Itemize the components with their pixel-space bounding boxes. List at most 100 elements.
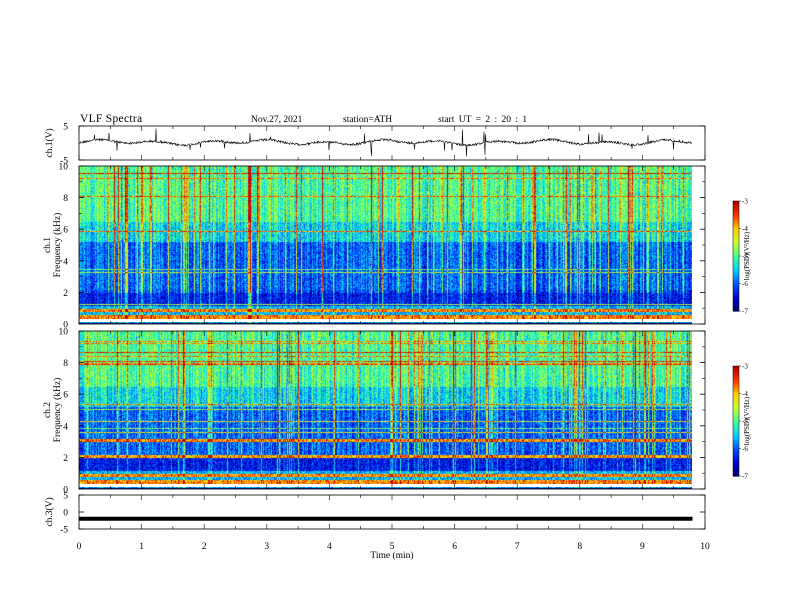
x-tick-label: 6	[452, 542, 457, 552]
colorbar-swatch	[733, 281, 739, 285]
colorbar-swatch	[733, 254, 739, 257]
colorbar-swatch	[733, 369, 739, 373]
colorbar-swatch	[733, 208, 739, 211]
colorbar-swatch	[733, 290, 739, 294]
colorbar-swatch	[733, 300, 739, 303]
y-tick-label: 6	[63, 226, 68, 236]
y-tick-label: -5	[60, 526, 68, 536]
colorbar-swatch	[733, 366, 739, 369]
colorbar-label: log(PSD)(V²/Hz)	[743, 396, 751, 445]
colorbar-swatch	[733, 454, 739, 457]
colorbar-swatch	[733, 217, 739, 220]
y-axis-label: ch.3(V)	[44, 497, 55, 526]
colorbar-swatch	[733, 410, 739, 413]
colorbar-swatch	[733, 375, 739, 378]
colorbar-swatch	[733, 307, 739, 310]
colorbar-swatch	[733, 399, 739, 402]
colorbar-swatch	[733, 219, 739, 222]
colorbar-swatch	[733, 235, 739, 239]
x-axis-title: Time (min)	[370, 550, 413, 561]
colorbar-swatch	[733, 210, 739, 213]
colorbar-swatch	[733, 426, 739, 429]
colorbar-swatch	[733, 439, 739, 442]
x-tick-label: 2	[202, 542, 207, 552]
y-axis-label-channel: ch.2	[43, 402, 53, 418]
colorbar-swatch	[733, 296, 739, 299]
x-tick-label: 0	[77, 542, 82, 552]
colorbar-swatch	[733, 270, 739, 274]
colorbar-swatch	[733, 435, 739, 439]
colorbar-swatch	[733, 448, 739, 451]
colorbar-swatch	[733, 459, 739, 462]
y-tick-label: 10	[59, 328, 69, 338]
colorbar-swatch	[733, 230, 739, 233]
y-tick-label: 0	[63, 486, 68, 496]
colorbar-swatch	[733, 395, 739, 398]
y-axis-label: ch.1(V)	[44, 128, 55, 157]
colorbar-tick-label: -7	[742, 473, 748, 481]
x-tick-label: 7	[515, 542, 520, 552]
colorbar-tick-label: -6	[742, 280, 748, 288]
colorbar-tick-label: -4	[742, 390, 748, 398]
colorbar-swatch	[733, 206, 739, 209]
y-tick-label: 0	[63, 509, 68, 519]
colorbar-swatch	[733, 386, 739, 389]
colorbar-tick-label: -3	[742, 198, 748, 206]
colorbar-swatch	[733, 415, 739, 418]
colorbar-swatch	[733, 406, 739, 409]
colorbar-swatch	[733, 289, 739, 292]
colorbar-swatch	[733, 432, 739, 435]
colorbar-swatch	[733, 393, 739, 396]
colorbar-swatch	[733, 232, 739, 235]
spectrogram-ch2-image	[79, 331, 692, 489]
colorbar-swatch	[733, 213, 739, 217]
y-tick-label: 5	[63, 492, 68, 502]
y-tick-label: 4	[63, 257, 68, 267]
colorbar-swatch	[733, 466, 739, 470]
colorbar-swatch	[733, 309, 739, 312]
colorbar-swatch	[733, 252, 739, 255]
colorbar-swatch	[733, 384, 739, 387]
colorbar-swatch	[733, 294, 739, 297]
colorbar-swatch	[733, 430, 739, 433]
colorbar-swatch	[733, 380, 739, 384]
colorbar-swatch	[733, 265, 739, 268]
colorbar-swatch	[733, 433, 739, 437]
colorbar-swatch	[733, 382, 739, 385]
colorbar-swatch	[733, 391, 739, 395]
axes-layer	[78, 125, 741, 530]
x-tick-label: 5	[390, 542, 395, 552]
spectrogram-ch2-gap	[79, 484, 692, 487]
colorbar-swatch	[733, 246, 739, 250]
x-tick-label: 8	[577, 542, 582, 552]
colorbar-swatch	[733, 378, 739, 382]
colorbar-swatch	[733, 446, 739, 450]
x-tick-label: 1	[139, 542, 144, 552]
colorbar-swatch	[733, 417, 739, 420]
colorbar-swatch	[733, 400, 739, 404]
colorbar-swatch	[733, 301, 739, 305]
colorbar-swatch	[733, 276, 739, 279]
colorbar-swatch	[733, 443, 739, 446]
y-tick-label: 10	[59, 163, 69, 173]
colorbar-swatch	[733, 388, 739, 391]
colorbar-swatch	[733, 455, 739, 459]
spectrogram-ch1-image	[79, 166, 692, 324]
y-tick-label: 8	[63, 359, 68, 369]
colorbar-swatch	[733, 470, 739, 473]
colorbar-swatch	[733, 472, 739, 475]
colorbar-swatch	[733, 223, 739, 226]
colorbar-swatch	[733, 204, 739, 208]
colorbar-tick-label: -5	[742, 418, 748, 426]
y-axis-label-channel: ch.1	[43, 237, 53, 253]
colorbar-swatch	[733, 298, 739, 301]
colorbar-swatch	[733, 272, 739, 275]
y-axis-label-frequency: Frequency (kHz)	[52, 378, 63, 443]
colorbar-swatch	[733, 287, 739, 290]
y-tick-label: 0	[63, 321, 68, 331]
colorbar-tick-label: -3	[742, 363, 748, 371]
colorbar-swatch	[733, 411, 739, 415]
colorbar-swatch	[733, 377, 739, 380]
